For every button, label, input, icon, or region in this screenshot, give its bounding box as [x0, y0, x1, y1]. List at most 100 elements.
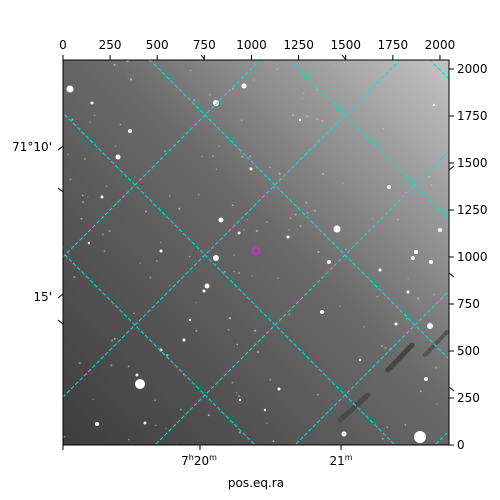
faint-star: [428, 175, 431, 179]
star: [249, 167, 253, 171]
faint-star: [249, 155, 251, 158]
faint-star: [432, 257, 434, 259]
faint-star: [127, 365, 130, 368]
faint-star: [168, 194, 171, 197]
dec-tick-label: 71°10': [12, 140, 52, 154]
faint-star: [269, 166, 272, 169]
faint-star: [291, 114, 294, 117]
star: [115, 154, 121, 160]
right-axis-tick-label: 1250: [457, 203, 488, 217]
faint-star: [243, 228, 245, 231]
faint-star: [218, 145, 221, 147]
faint-star: [188, 255, 191, 258]
star: [427, 323, 433, 329]
star: [159, 249, 163, 253]
faint-star: [71, 118, 74, 121]
faint-star: [127, 73, 129, 76]
faint-star: [113, 337, 116, 340]
star: [406, 290, 410, 294]
right-axis-tick-label: 750: [457, 297, 480, 311]
streak: [423, 330, 449, 357]
faint-star: [92, 398, 94, 400]
faint-star: [294, 213, 297, 216]
faint-star: [134, 176, 136, 178]
star: [238, 398, 242, 402]
faint-star: [236, 343, 239, 346]
star: [143, 421, 147, 425]
right-axis-tick-label: 1000: [457, 250, 488, 264]
star: [90, 101, 94, 105]
faint-star: [114, 145, 117, 148]
star: [394, 322, 398, 326]
star: [378, 268, 382, 272]
faint-star: [233, 254, 235, 256]
faint-star: [195, 329, 198, 332]
faint-star: [273, 186, 275, 188]
edge-grid-ticks: [200, 54, 455, 392]
right-axis-tick-label: 1500: [457, 156, 488, 170]
grid-line: [63, 60, 261, 258]
faint-star: [306, 115, 309, 118]
faint-star: [82, 201, 84, 203]
faint-star: [407, 278, 409, 280]
faint-star: [235, 391, 238, 394]
star: [241, 83, 247, 89]
faint-star: [129, 78, 133, 81]
faint-star: [193, 99, 196, 102]
star: [87, 241, 91, 245]
faint-star: [252, 79, 255, 81]
faint-star: [101, 233, 104, 236]
grid-line: [63, 112, 396, 445]
top-axis-tick-label: 0: [59, 38, 67, 52]
faint-star: [111, 339, 114, 342]
faint-star: [255, 229, 258, 233]
streak: [385, 342, 415, 373]
right-axis-tick-label: 250: [457, 391, 480, 405]
faint-star: [405, 191, 407, 194]
faint-star: [305, 201, 308, 204]
faint-star: [254, 329, 257, 332]
top-axis-tick-label: 250: [99, 38, 122, 52]
dec-axis: 71°10' 15': [12, 140, 64, 325]
faint-star: [419, 390, 422, 393]
faint-star: [376, 295, 379, 298]
right-pixel-axis: 0 250 500 750 1000 1250 1500 1750 2000: [449, 62, 488, 452]
faint-star: [397, 218, 399, 221]
stars-layer: [63, 60, 442, 445]
faint-star: [163, 150, 166, 153]
faint-star: [363, 326, 365, 328]
faint-star: [405, 317, 408, 320]
faint-star: [315, 88, 318, 91]
star: [95, 422, 99, 426]
star: [414, 431, 426, 443]
faint-star: [201, 155, 203, 158]
star: [128, 129, 132, 133]
faint-star: [303, 92, 305, 95]
faint-star: [113, 63, 116, 66]
faint-star: [430, 184, 433, 186]
faint-star: [314, 62, 317, 64]
star: [438, 228, 442, 232]
faint-star: [165, 427, 167, 429]
faint-star: [237, 271, 241, 275]
faint-star: [110, 364, 113, 367]
faint-star: [139, 262, 142, 264]
star: [66, 85, 74, 93]
faint-star: [278, 172, 281, 175]
star: [100, 195, 104, 199]
x-axis-label: pos.eq.ra: [228, 476, 284, 490]
faint-star: [81, 194, 84, 197]
plot-frame: [62, 59, 450, 446]
faint-star: [198, 194, 200, 196]
faint-star: [289, 217, 292, 219]
top-pixel-axis: 0 250 500 750 1000 1250 1500 1750 2000: [59, 38, 455, 60]
faint-star: [334, 64, 336, 67]
faint-star: [105, 185, 108, 187]
star: [182, 338, 186, 342]
grid-line: [154, 150, 449, 445]
faint-star: [215, 168, 218, 170]
faint-star: [208, 93, 211, 96]
faint-star: [372, 218, 374, 220]
grid-line: [63, 60, 401, 398]
